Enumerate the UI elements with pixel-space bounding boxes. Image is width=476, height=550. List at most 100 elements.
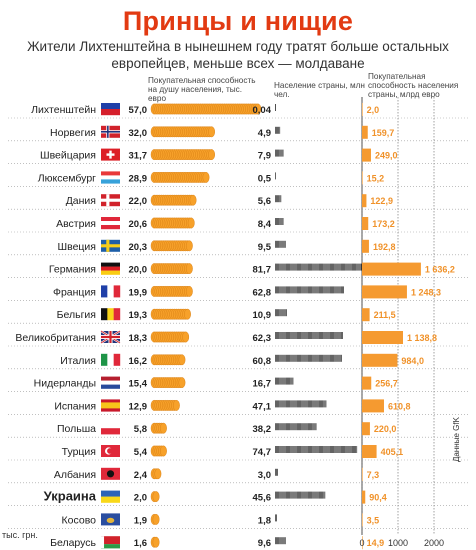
total-bar bbox=[362, 239, 369, 253]
population-figure bbox=[306, 423, 308, 431]
population-figure bbox=[276, 195, 277, 203]
population-figure bbox=[343, 446, 344, 453]
total-bar bbox=[362, 376, 372, 390]
population-figure bbox=[293, 446, 295, 453]
population-figure bbox=[287, 491, 288, 499]
population-figure bbox=[275, 468, 276, 476]
x-tick-label: 2000 bbox=[424, 538, 444, 548]
flag-stripe bbox=[101, 376, 120, 381]
population-figure bbox=[295, 263, 297, 271]
spending-value-label: 12,9 bbox=[129, 401, 148, 412]
total-value-label: 159,7 bbox=[372, 128, 395, 138]
country-label: Турция bbox=[62, 446, 96, 458]
population-figure bbox=[331, 263, 332, 271]
flag-icon bbox=[101, 445, 120, 457]
population-figure bbox=[292, 286, 294, 294]
population-figure bbox=[289, 423, 290, 431]
population-figure bbox=[344, 263, 345, 271]
population-figure bbox=[279, 286, 281, 294]
country-label: Люксембург bbox=[38, 172, 96, 184]
population-figure bbox=[278, 286, 279, 294]
population-figure bbox=[278, 263, 279, 271]
population-figure bbox=[281, 491, 283, 499]
flag-stripe bbox=[101, 285, 108, 298]
population-figure bbox=[297, 286, 298, 294]
total-value-label: 610,8 bbox=[388, 401, 411, 411]
total-bar bbox=[362, 103, 363, 116]
population-figure bbox=[291, 332, 293, 339]
population-figure bbox=[315, 446, 317, 453]
total-bar bbox=[362, 422, 370, 436]
population-figure bbox=[342, 263, 343, 271]
spending-value-label: 22,0 bbox=[129, 196, 148, 207]
population-figure bbox=[276, 149, 277, 157]
population-figure bbox=[324, 286, 326, 294]
population-figure bbox=[357, 263, 359, 271]
population-figure bbox=[305, 446, 307, 453]
spending-value-label: 2,0 bbox=[134, 493, 147, 504]
population-figure bbox=[288, 286, 289, 294]
population-figure bbox=[291, 400, 293, 408]
flag-stripe bbox=[101, 496, 120, 503]
population-figure bbox=[300, 263, 301, 271]
population-figure bbox=[332, 263, 333, 271]
flag-stripe bbox=[101, 175, 120, 180]
population-figure bbox=[282, 377, 284, 385]
flag-stripe bbox=[101, 262, 120, 267]
population-figure bbox=[316, 263, 318, 271]
population-figure bbox=[313, 354, 315, 362]
population-figure bbox=[283, 240, 285, 248]
population-figure bbox=[323, 400, 325, 408]
population-figure bbox=[310, 263, 311, 271]
population-figure bbox=[336, 286, 338, 294]
population-figure bbox=[293, 286, 295, 294]
population-figure bbox=[338, 332, 340, 339]
population-figure bbox=[284, 377, 286, 385]
population-figure bbox=[323, 286, 325, 294]
population-figure bbox=[315, 423, 317, 431]
population-figure bbox=[277, 126, 278, 134]
spending-coin-bar bbox=[208, 126, 215, 138]
population-figure bbox=[277, 491, 278, 499]
spending-coin-bar bbox=[182, 331, 190, 343]
population-figure bbox=[344, 446, 345, 453]
population-figure bbox=[322, 263, 323, 271]
population-figure bbox=[288, 400, 289, 408]
population-figure bbox=[286, 332, 287, 339]
population-figure bbox=[295, 446, 297, 453]
flag-stripe bbox=[101, 408, 120, 412]
population-figure bbox=[279, 195, 281, 203]
population-figure bbox=[316, 332, 318, 339]
population-figure bbox=[283, 491, 285, 499]
population-figure bbox=[280, 309, 282, 317]
population-figure bbox=[294, 423, 296, 431]
population-value-label: 74,7 bbox=[253, 447, 272, 458]
chart-title: Принцы и нищие bbox=[122, 6, 354, 36]
flag-icon bbox=[101, 194, 120, 207]
population-figure bbox=[300, 400, 301, 408]
population-figure bbox=[349, 263, 351, 271]
population-figure bbox=[275, 491, 276, 499]
population-figure bbox=[283, 332, 285, 339]
population-figure bbox=[279, 126, 281, 134]
population-figure bbox=[291, 446, 293, 453]
population-figure bbox=[324, 491, 326, 499]
population-figure bbox=[281, 309, 283, 317]
population-figure bbox=[335, 332, 337, 339]
population-figure bbox=[284, 537, 286, 545]
spending-value-label: 2,4 bbox=[134, 470, 148, 481]
population-figure bbox=[284, 354, 286, 362]
population-figure bbox=[288, 332, 289, 339]
population-figure bbox=[336, 354, 338, 362]
population-figure bbox=[335, 263, 337, 271]
population-figure bbox=[282, 309, 284, 317]
population-value-label: 4,9 bbox=[258, 128, 271, 139]
population-figure bbox=[343, 286, 344, 294]
spending-value-label: 15,4 bbox=[129, 379, 148, 390]
population-figure bbox=[278, 149, 279, 157]
country-label: Швейцария bbox=[40, 150, 96, 162]
population-figure bbox=[280, 377, 282, 385]
population-figure bbox=[282, 286, 284, 294]
population-figure bbox=[286, 354, 287, 362]
population-figure bbox=[327, 354, 329, 362]
